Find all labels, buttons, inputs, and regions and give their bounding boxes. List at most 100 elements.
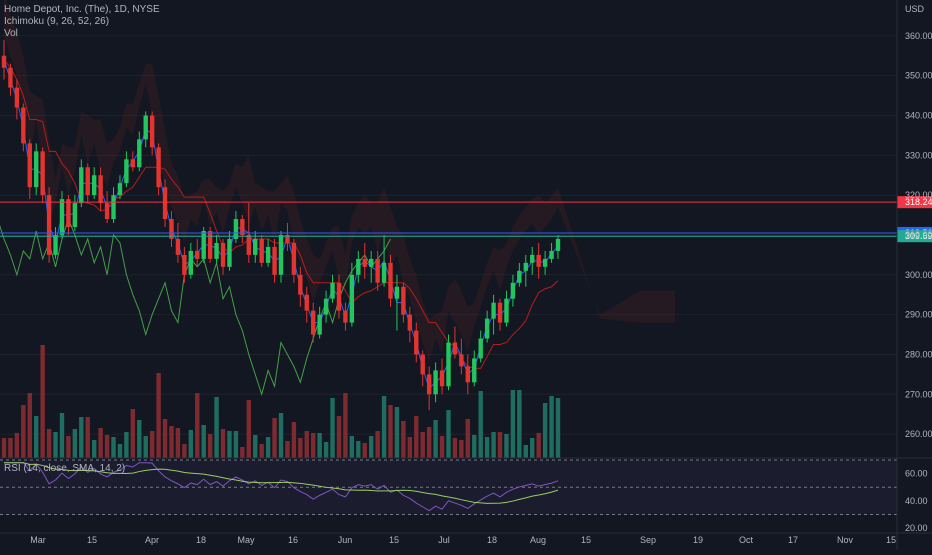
- volume-bar: [233, 431, 239, 458]
- volume-bar: [27, 393, 32, 458]
- x-tick-label: Mar: [30, 535, 46, 545]
- volume-bar: [407, 437, 413, 458]
- candle-body: [149, 115, 155, 148]
- volume-bar: [465, 419, 471, 458]
- volume-bar: [214, 397, 219, 458]
- volume-bar: [91, 440, 97, 458]
- candle-body: [381, 262, 387, 283]
- volume-bar: [349, 436, 355, 458]
- volume-bar: [207, 434, 213, 458]
- volume-bar: [452, 438, 458, 458]
- price-tick-label: 360.00: [905, 31, 932, 41]
- candle-body: [407, 314, 413, 331]
- x-tick-label: Oct: [739, 535, 754, 545]
- candle-body: [46, 195, 52, 255]
- candle-body: [375, 258, 380, 283]
- volume-bar: [478, 391, 483, 458]
- volume-bar: [137, 420, 142, 458]
- candle-body: [220, 242, 226, 267]
- price-tick-label: 330.00: [905, 150, 932, 160]
- volume-bar: [40, 345, 45, 458]
- candle-body: [317, 314, 322, 335]
- volume-bar: [542, 403, 548, 458]
- volume-bar: [555, 398, 561, 458]
- volume-bar: [336, 416, 342, 458]
- volume-bar: [323, 442, 329, 458]
- candle-body: [426, 374, 432, 395]
- candle-body: [34, 151, 39, 188]
- x-tick-label: 18: [487, 535, 497, 545]
- candle-body: [439, 370, 445, 387]
- volume-bar: [343, 393, 348, 458]
- volume-bar: [162, 419, 168, 458]
- candle-body: [356, 258, 361, 275]
- volume-bar: [195, 393, 200, 458]
- candle-body: [465, 366, 471, 383]
- candle-body: [304, 294, 309, 311]
- candle-body: [1, 55, 7, 68]
- volume-bar: [368, 436, 374, 458]
- candle-body: [510, 282, 516, 299]
- candle-body: [259, 238, 264, 263]
- candle-body: [253, 238, 258, 255]
- candle-body: [555, 238, 561, 251]
- volume-bar: [278, 413, 284, 458]
- candle-body: [66, 199, 71, 228]
- candle-body: [549, 250, 554, 259]
- x-tick-label: 16: [288, 535, 298, 545]
- volume-bar: [8, 438, 13, 458]
- candle-body: [111, 195, 116, 220]
- candle-body: [14, 87, 20, 108]
- volume-bar: [517, 390, 522, 458]
- candle-body: [143, 115, 148, 140]
- candle-body: [40, 151, 45, 196]
- candle-body: [85, 167, 90, 196]
- x-tick-label: 15: [581, 535, 591, 545]
- candle-body: [478, 338, 483, 359]
- volume-bar: [420, 432, 425, 458]
- rsi-tick-label: 60.00: [905, 469, 928, 479]
- volume-bar: [46, 429, 52, 458]
- volume-bar: [156, 373, 161, 458]
- candle-body: [201, 230, 206, 259]
- candle-body: [542, 258, 548, 267]
- chart-legend: Home Depot, Inc. (The), 1D, NYSE Ichimok…: [4, 4, 160, 40]
- candle-body: [162, 187, 168, 220]
- price-level-label: 318.24: [905, 197, 932, 207]
- candle-body: [497, 302, 503, 323]
- x-tick-label: Jun: [338, 535, 353, 545]
- volume-bar: [439, 436, 445, 458]
- candle-body: [433, 370, 438, 395]
- volume-bar: [34, 416, 39, 458]
- candle-body: [446, 342, 451, 387]
- volume-bar: [530, 438, 535, 458]
- volume-bar: [304, 431, 309, 458]
- candle-body: [291, 242, 297, 275]
- candle-body: [91, 175, 97, 196]
- x-tick-label: Sep: [640, 535, 656, 545]
- candle-body: [169, 219, 174, 239]
- candle-body: [394, 286, 400, 299]
- rsi-tick-label: 40.00: [905, 496, 928, 506]
- volume-bar: [510, 390, 516, 458]
- candle-body: [79, 167, 84, 204]
- volume-bar: [491, 432, 496, 458]
- volume-bar: [188, 430, 194, 458]
- volume-bar: [381, 396, 387, 458]
- x-tick-label: Aug: [530, 535, 546, 545]
- volume-bar: [98, 428, 103, 458]
- candle-body: [336, 282, 342, 311]
- x-tick-label: May: [237, 535, 255, 545]
- candle-body: [349, 274, 355, 323]
- candle-body: [246, 234, 251, 255]
- volume-bar: [1, 438, 7, 458]
- rsi-legend: RSI (14, close, SMA, 14, 2): [4, 463, 126, 474]
- price-tick-label: 300.00: [905, 270, 932, 280]
- volume-bar: [317, 433, 322, 458]
- volume-bar: [549, 396, 554, 458]
- x-tick-label: 15: [87, 535, 97, 545]
- candle-body: [311, 310, 316, 335]
- rsi-band: [0, 460, 897, 515]
